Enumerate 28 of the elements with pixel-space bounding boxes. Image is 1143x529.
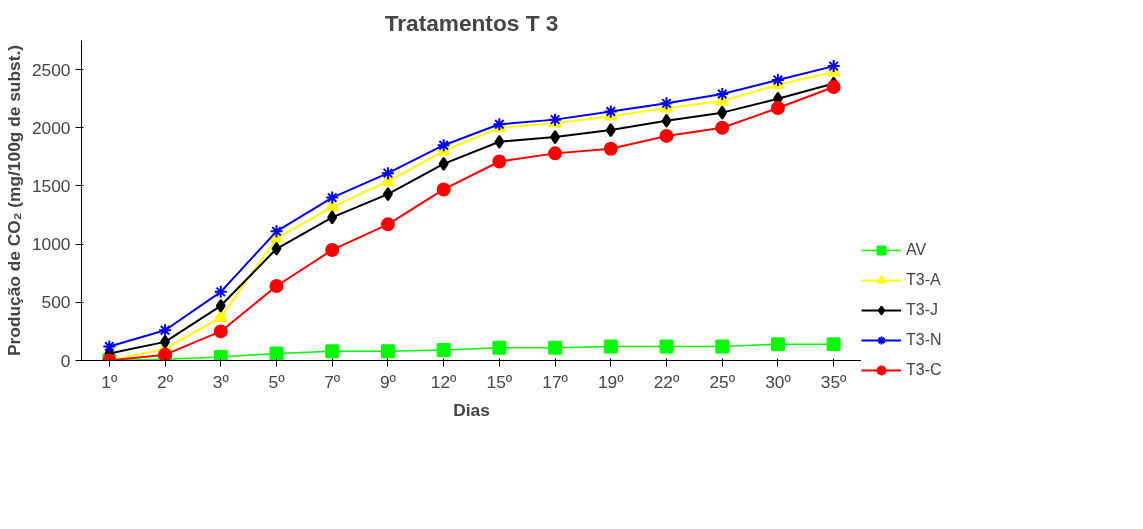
- x-tick-label: 2º: [157, 371, 174, 392]
- legend-label: T3-N: [906, 331, 942, 349]
- y-tick-label: 0: [60, 350, 71, 371]
- y-tick-label: 1500: [31, 175, 71, 196]
- x-tick-label: 5º: [268, 371, 286, 392]
- x-tick-label: 25º: [709, 371, 736, 392]
- y-tick-label: 2500: [31, 59, 71, 80]
- y-tick-label: 2000: [31, 117, 71, 138]
- x-tick-label: 7º: [324, 371, 341, 392]
- x-tick-label: 19º: [597, 371, 625, 392]
- legend-label: AV: [906, 241, 927, 259]
- y-tick-label: 1000: [31, 234, 71, 255]
- x-tick-label: 1º: [101, 371, 119, 392]
- chart-title: Tratamentos T 3: [384, 9, 559, 36]
- x-tick-label: 15º: [486, 371, 513, 392]
- x-tick-label: 17º: [542, 371, 569, 392]
- x-axis-title: Dias: [453, 399, 490, 420]
- x-tick-label: 3º: [212, 371, 230, 392]
- y-axis-title: Produção de CO₂ (mg/100g de subst.): [3, 45, 24, 356]
- legend-label: T3-A: [906, 271, 941, 289]
- legend-label: T3-J: [906, 301, 938, 319]
- x-tick-label: 35º: [820, 371, 848, 392]
- legend-label: T3-C: [906, 361, 942, 379]
- x-tick-label: 12º: [430, 371, 458, 392]
- x-tick-label: 22º: [653, 371, 680, 392]
- x-tick-label: 9º: [379, 371, 397, 392]
- x-tick-label: 30º: [765, 371, 792, 392]
- y-tick-label: 500: [41, 292, 71, 313]
